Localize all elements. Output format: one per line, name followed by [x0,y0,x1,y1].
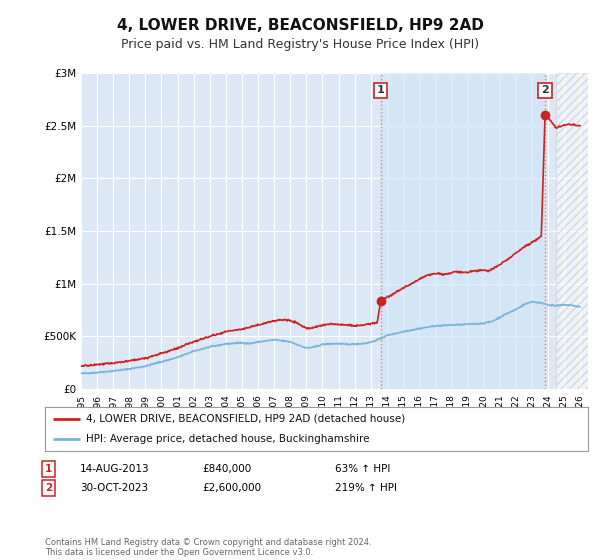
Text: £2,600,000: £2,600,000 [203,483,262,493]
Text: 1: 1 [377,86,385,95]
Text: 4, LOWER DRIVE, BEACONSFIELD, HP9 2AD: 4, LOWER DRIVE, BEACONSFIELD, HP9 2AD [116,18,484,33]
Text: 2: 2 [45,483,52,493]
Bar [556,73,588,389]
Text: 14-AUG-2013: 14-AUG-2013 [80,464,149,474]
Text: Price paid vs. HM Land Registry's House Price Index (HPI): Price paid vs. HM Land Registry's House … [121,38,479,51]
Text: 4, LOWER DRIVE, BEACONSFIELD, HP9 2AD (detached house): 4, LOWER DRIVE, BEACONSFIELD, HP9 2AD (d… [86,414,405,424]
Text: HPI: Average price, detached house, Buckinghamshire: HPI: Average price, detached house, Buck… [86,434,369,444]
Text: Contains HM Land Registry data © Crown copyright and database right 2024.
This d: Contains HM Land Registry data © Crown c… [45,538,371,557]
Text: 219% ↑ HPI: 219% ↑ HPI [335,483,397,493]
Text: 30-OCT-2023: 30-OCT-2023 [80,483,148,493]
Bar [380,73,545,389]
Text: 2: 2 [541,86,549,95]
Text: 63% ↑ HPI: 63% ↑ HPI [335,464,390,474]
Text: £840,000: £840,000 [203,464,252,474]
Text: 1: 1 [45,464,52,474]
